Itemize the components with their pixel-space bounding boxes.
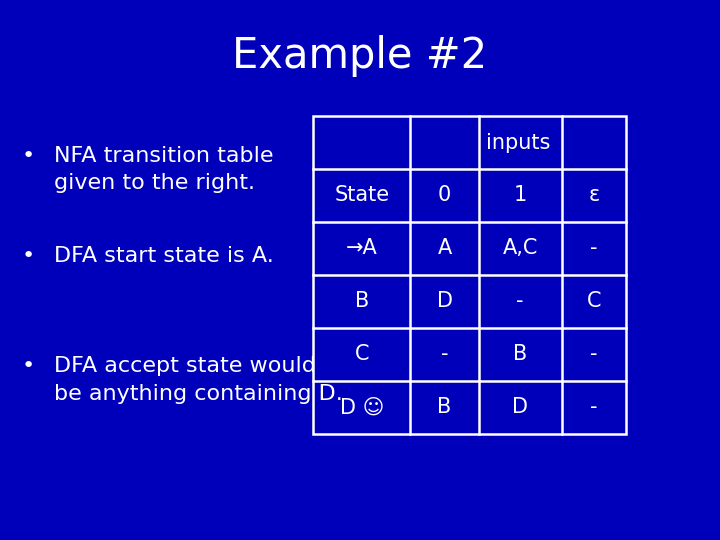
Text: D: D xyxy=(436,291,453,312)
Text: 0: 0 xyxy=(438,185,451,206)
Text: B: B xyxy=(355,291,369,312)
Text: DFA accept state would
be anything containing D.: DFA accept state would be anything conta… xyxy=(54,356,343,403)
Text: D ☺: D ☺ xyxy=(340,397,384,417)
Text: ε: ε xyxy=(588,185,600,206)
Text: -: - xyxy=(441,344,449,365)
Text: B: B xyxy=(438,397,451,417)
Text: -: - xyxy=(590,397,598,417)
Text: A: A xyxy=(438,238,451,259)
Text: •: • xyxy=(22,146,35,166)
Text: •: • xyxy=(22,246,35,266)
Text: C: C xyxy=(587,291,601,312)
Bar xyxy=(313,116,626,434)
Text: D: D xyxy=(512,397,528,417)
Text: Example #2: Example #2 xyxy=(233,35,487,77)
Text: inputs: inputs xyxy=(486,132,551,153)
Text: •: • xyxy=(22,356,35,376)
Text: →A: →A xyxy=(346,238,378,259)
Text: -: - xyxy=(516,291,524,312)
Text: A,C: A,C xyxy=(503,238,538,259)
Text: DFA start state is A.: DFA start state is A. xyxy=(54,246,274,266)
Text: B: B xyxy=(513,344,527,365)
Text: NFA transition table
given to the right.: NFA transition table given to the right. xyxy=(54,146,274,193)
Text: C: C xyxy=(354,344,369,365)
Text: -: - xyxy=(590,344,598,365)
Text: -: - xyxy=(590,238,598,259)
Text: 1: 1 xyxy=(513,185,527,206)
Text: State: State xyxy=(334,185,390,206)
